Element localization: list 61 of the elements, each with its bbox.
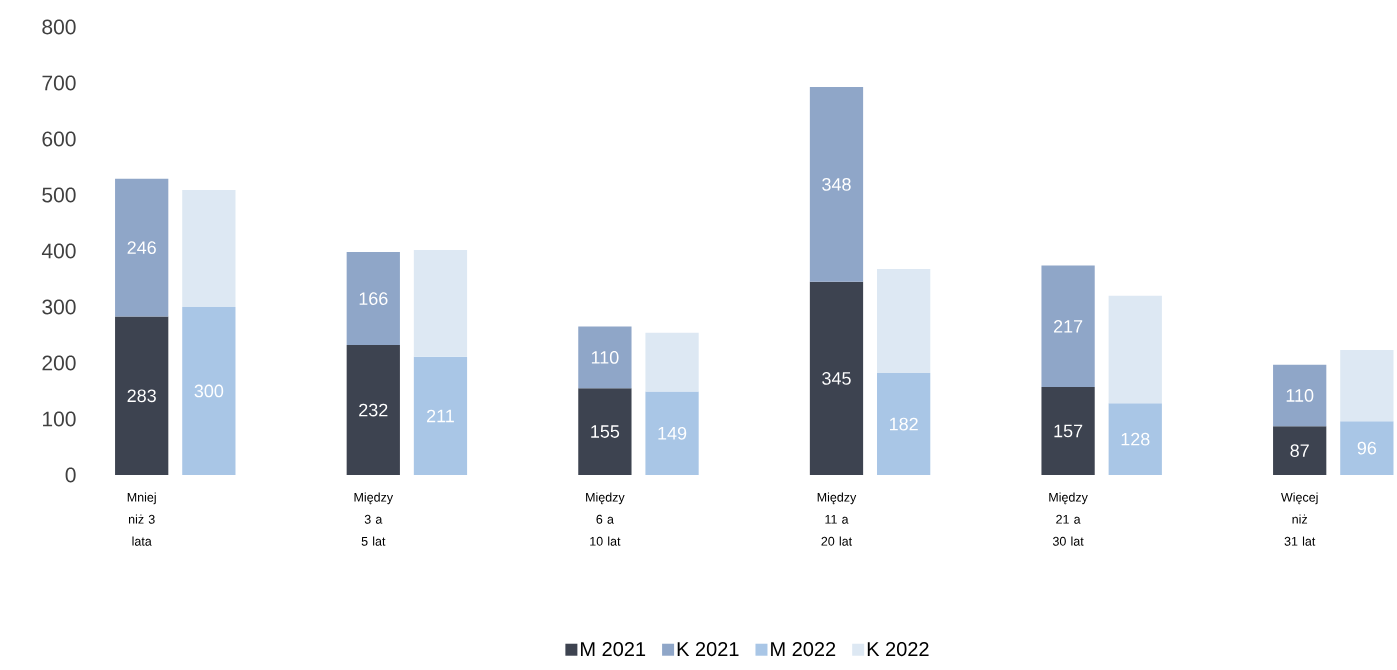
data-label: 345 xyxy=(822,372,851,385)
data-label: 232 xyxy=(359,403,388,417)
bar xyxy=(877,373,931,475)
data-label: 87 xyxy=(1290,444,1309,458)
bar xyxy=(115,316,169,475)
x-tick-label: Między 3 a 5 lat xyxy=(354,492,394,546)
legend-label: M 2022 xyxy=(771,642,836,657)
x-tick-label: Między 11 a 20 lat xyxy=(817,492,857,546)
data-label: 348 xyxy=(822,177,851,191)
data-label: 128 xyxy=(1121,432,1150,446)
y-tick-label: 200 xyxy=(42,355,76,371)
data-label: 110 xyxy=(591,351,619,364)
bar xyxy=(1041,265,1095,388)
bar xyxy=(1273,426,1327,475)
data-label: 166 xyxy=(359,292,388,305)
x-tick-label: Mniej niż 3 lata xyxy=(127,492,156,546)
bar xyxy=(578,326,632,389)
bar xyxy=(346,345,400,475)
bar xyxy=(645,332,699,392)
data-label: 283 xyxy=(127,389,156,403)
y-tick-label: 500 xyxy=(42,187,76,203)
bar xyxy=(1108,403,1162,475)
x-tick-label: Między 21 a 30 lat xyxy=(1049,492,1088,546)
bar xyxy=(1108,295,1162,404)
y-tick-label: 300 xyxy=(42,299,76,315)
data-label: 110 xyxy=(1286,389,1314,402)
y-tick-label: 700 xyxy=(42,75,76,91)
bar xyxy=(115,178,169,317)
legend-label: K 2022 xyxy=(867,642,929,657)
data-label: 211 xyxy=(427,409,454,423)
legend-label: K 2021 xyxy=(677,642,739,657)
legend-label: M 2021 xyxy=(581,642,646,657)
bar xyxy=(578,388,632,475)
bar xyxy=(1041,387,1095,475)
bar xyxy=(645,391,699,475)
data-label: 155 xyxy=(591,425,620,438)
data-label: 149 xyxy=(658,426,687,440)
bar xyxy=(1273,364,1327,427)
data-label: 96 xyxy=(1357,441,1377,455)
bar xyxy=(877,268,931,374)
x-tick-label: Więcej niż 31 lat xyxy=(1281,492,1318,546)
y-tick-label: 800 xyxy=(42,19,76,35)
bar xyxy=(413,249,468,357)
data-label: 246 xyxy=(127,241,156,255)
data-label: 300 xyxy=(194,384,224,398)
bar xyxy=(182,189,236,307)
x-tick-label: Między 6 a 10 lat xyxy=(586,492,625,546)
bar xyxy=(809,281,864,475)
bar xyxy=(346,252,400,346)
bar xyxy=(182,307,236,475)
data-label: 182 xyxy=(890,417,918,431)
bar xyxy=(1340,350,1394,422)
y-tick-label: 100 xyxy=(43,411,76,427)
y-tick-label: 400 xyxy=(41,243,76,259)
y-tick-label: 600 xyxy=(42,131,76,147)
data-label: 217 xyxy=(1053,320,1083,333)
bar xyxy=(413,356,468,475)
bar xyxy=(1340,421,1394,475)
data-label: 157 xyxy=(1054,424,1083,438)
bar xyxy=(809,86,864,282)
y-tick-label: 0 xyxy=(65,467,76,483)
